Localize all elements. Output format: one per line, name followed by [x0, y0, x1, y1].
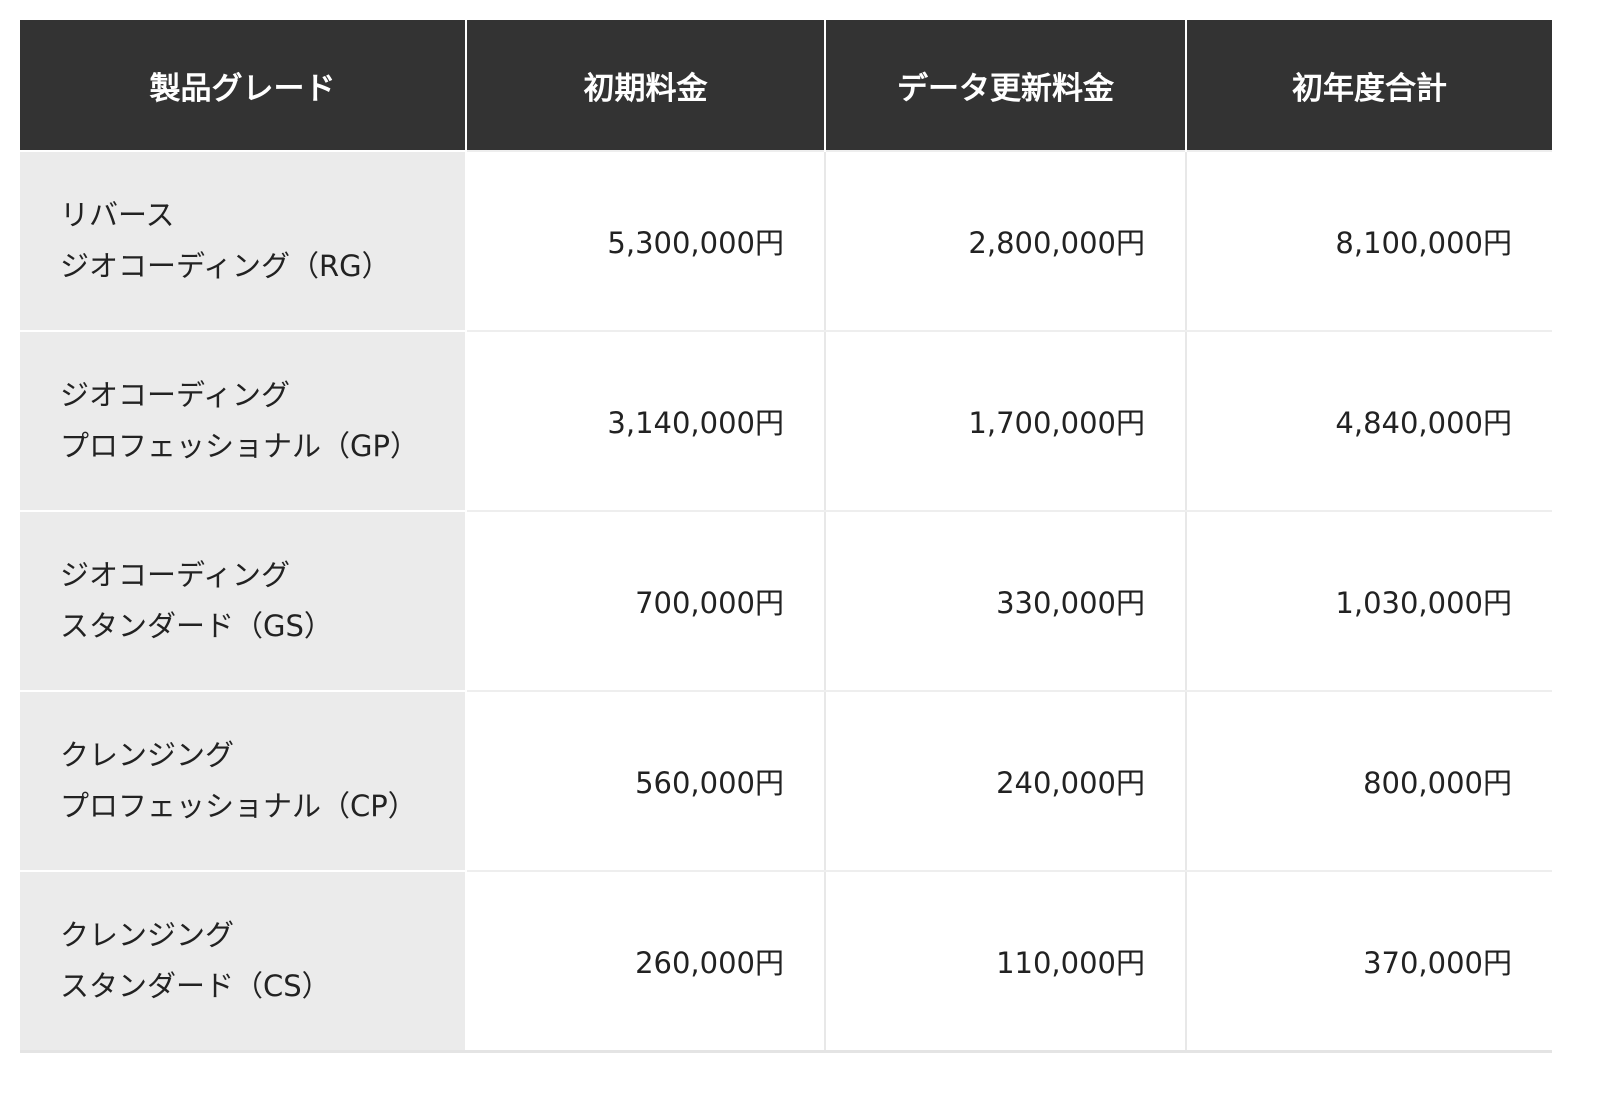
total-cell: 370,000円: [1186, 870, 1552, 1053]
header-first-year-total: 初年度合計: [1186, 20, 1552, 151]
grade-name-line1: ジオコーディング: [60, 378, 290, 412]
price-table: 製品グレード 初期料金 データ更新料金 初年度合計 リバース ジオコーディング（…: [20, 20, 1552, 1053]
update-fee-cell: 240,000円: [825, 690, 1187, 872]
initial-fee-cell: 260,000円: [466, 870, 826, 1053]
header-row: 製品グレード 初期料金 データ更新料金 初年度合計: [20, 20, 1552, 151]
initial-fee-cell: 5,300,000円: [466, 150, 826, 332]
update-fee-cell: 330,000円: [825, 510, 1187, 692]
header-initial-fee: 初期料金: [466, 20, 826, 151]
grade-cell: リバース ジオコーディング（RG）: [20, 150, 467, 332]
update-fee-cell: 110,000円: [825, 870, 1187, 1053]
table-body: リバース ジオコーディング（RG） 5,300,000円 2,800,000円 …: [20, 150, 1552, 1053]
grade-cell: クレンジング スタンダード（CS）: [20, 870, 467, 1053]
grade-name-line2: スタンダード（GS）: [60, 609, 333, 643]
total-cell: 4,840,000円: [1186, 330, 1552, 512]
update-fee-cell: 2,800,000円: [825, 150, 1187, 332]
total-cell: 800,000円: [1186, 690, 1552, 872]
update-fee-cell: 1,700,000円: [825, 330, 1187, 512]
total-cell: 1,030,000円: [1186, 510, 1552, 692]
initial-fee-cell: 3,140,000円: [466, 330, 826, 512]
grade-cell: ジオコーディング スタンダード（GS）: [20, 510, 467, 692]
initial-fee-cell: 700,000円: [466, 510, 826, 692]
grade-name-line1: リバース: [60, 198, 175, 232]
grade-name-line1: クレンジング: [60, 917, 235, 952]
grade-name-line1: ジオコーディング: [60, 558, 290, 592]
initial-fee-cell: 560,000円: [466, 690, 826, 872]
table-header: 製品グレード 初期料金 データ更新料金 初年度合計: [20, 20, 1552, 151]
grade-name-line1: クレンジング: [60, 738, 235, 772]
table-row: リバース ジオコーディング（RG） 5,300,000円 2,800,000円 …: [20, 150, 1552, 332]
grade-name-line2: プロフェッショナル（GP）: [60, 429, 419, 463]
table-row: クレンジング プロフェッショナル（CP） 560,000円 240,000円 8…: [20, 690, 1552, 872]
table-row: クレンジング スタンダード（CS） 260,000円 110,000円 370,…: [20, 870, 1552, 1053]
grade-name-line2: ジオコーディング（RG）: [60, 249, 391, 283]
table-row: ジオコーディング スタンダード（GS） 700,000円 330,000円 1,…: [20, 510, 1552, 692]
price-table-container: 製品グレード 初期料金 データ更新料金 初年度合計 リバース ジオコーディング（…: [20, 20, 1552, 1053]
grade-cell: クレンジング プロフェッショナル（CP）: [20, 690, 467, 872]
header-product-grade: 製品グレード: [20, 20, 467, 151]
table-row: ジオコーディング プロフェッショナル（GP） 3,140,000円 1,700,…: [20, 330, 1552, 512]
grade-name-line2: プロフェッショナル（CP）: [60, 789, 417, 823]
grade-cell: ジオコーディング プロフェッショナル（GP）: [20, 330, 467, 512]
total-cell: 8,100,000円: [1186, 150, 1552, 332]
header-data-update-fee: データ更新料金: [825, 20, 1187, 151]
grade-name-line2: スタンダード（CS）: [60, 968, 331, 1003]
